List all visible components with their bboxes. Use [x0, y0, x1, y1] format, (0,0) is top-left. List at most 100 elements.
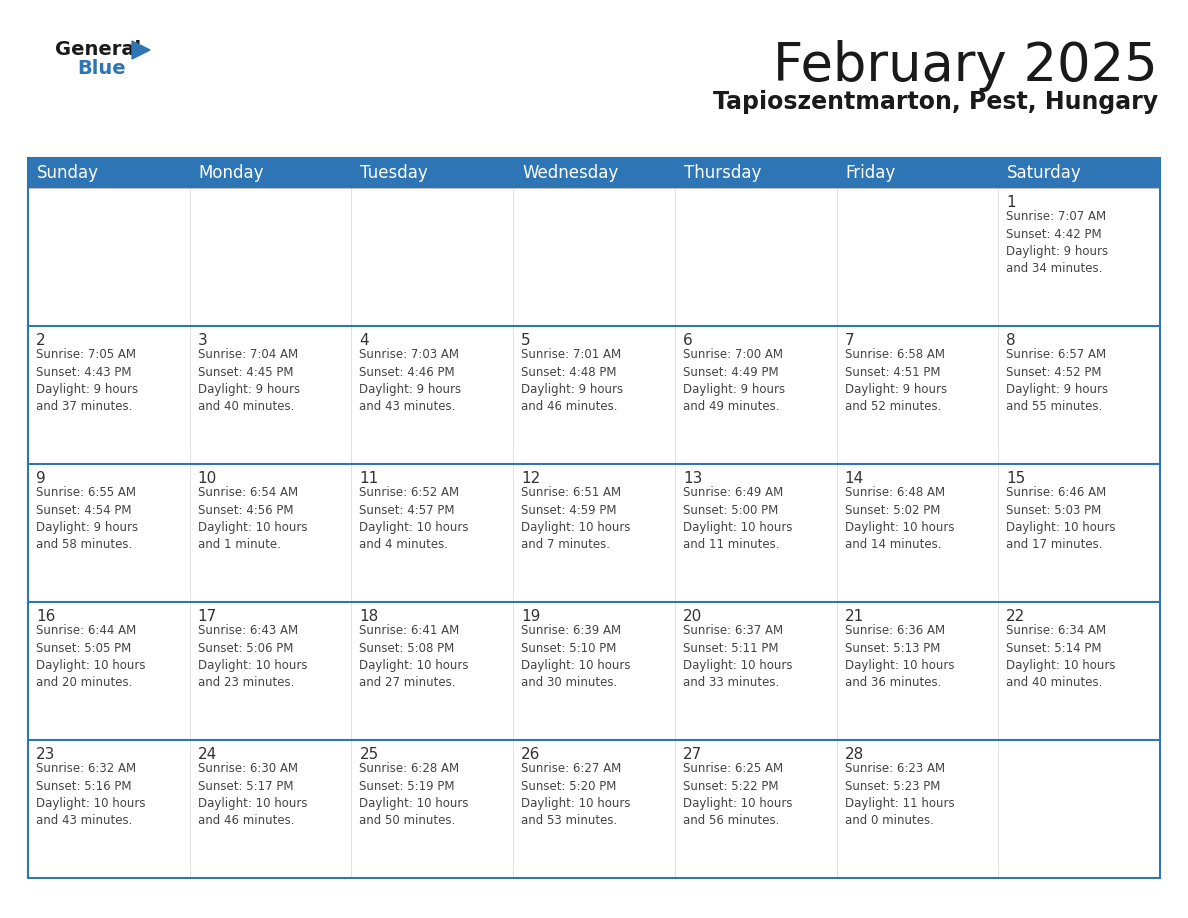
Bar: [29, 464, 190, 602]
Text: 24: 24: [197, 747, 217, 762]
Bar: [998, 464, 1159, 602]
Text: 22: 22: [1006, 609, 1025, 624]
Text: 28: 28: [845, 747, 864, 762]
Bar: [29, 602, 190, 740]
Bar: [513, 188, 675, 326]
Text: 26: 26: [522, 747, 541, 762]
Bar: [29, 740, 190, 878]
Text: Sunrise: 6:51 AM
Sunset: 4:59 PM
Daylight: 10 hours
and 7 minutes.: Sunrise: 6:51 AM Sunset: 4:59 PM Dayligh…: [522, 486, 631, 552]
Bar: [29, 326, 190, 464]
Bar: [836, 188, 998, 326]
Text: Sunrise: 6:43 AM
Sunset: 5:06 PM
Daylight: 10 hours
and 23 minutes.: Sunrise: 6:43 AM Sunset: 5:06 PM Dayligh…: [197, 624, 308, 689]
Text: Sunrise: 7:00 AM
Sunset: 4:49 PM
Daylight: 9 hours
and 49 minutes.: Sunrise: 7:00 AM Sunset: 4:49 PM Dayligh…: [683, 348, 785, 413]
Bar: [836, 602, 998, 740]
Text: Sunrise: 6:32 AM
Sunset: 5:16 PM
Daylight: 10 hours
and 43 minutes.: Sunrise: 6:32 AM Sunset: 5:16 PM Dayligh…: [36, 762, 145, 827]
Text: Sunrise: 6:28 AM
Sunset: 5:19 PM
Daylight: 10 hours
and 50 minutes.: Sunrise: 6:28 AM Sunset: 5:19 PM Dayligh…: [360, 762, 469, 827]
Bar: [836, 464, 998, 602]
Text: Sunrise: 6:34 AM
Sunset: 5:14 PM
Daylight: 10 hours
and 40 minutes.: Sunrise: 6:34 AM Sunset: 5:14 PM Dayligh…: [1006, 624, 1116, 689]
Text: Sunrise: 6:25 AM
Sunset: 5:22 PM
Daylight: 10 hours
and 56 minutes.: Sunrise: 6:25 AM Sunset: 5:22 PM Dayligh…: [683, 762, 792, 827]
Bar: [190, 188, 352, 326]
Text: Sunrise: 7:05 AM
Sunset: 4:43 PM
Daylight: 9 hours
and 37 minutes.: Sunrise: 7:05 AM Sunset: 4:43 PM Dayligh…: [36, 348, 138, 413]
Polygon shape: [132, 41, 150, 59]
Text: 9: 9: [36, 471, 46, 486]
Text: 18: 18: [360, 609, 379, 624]
Text: Sunrise: 6:54 AM
Sunset: 4:56 PM
Daylight: 10 hours
and 1 minute.: Sunrise: 6:54 AM Sunset: 4:56 PM Dayligh…: [197, 486, 308, 552]
Text: Saturday: Saturday: [1007, 164, 1082, 182]
Text: General: General: [55, 40, 141, 59]
Text: Sunrise: 6:27 AM
Sunset: 5:20 PM
Daylight: 10 hours
and 53 minutes.: Sunrise: 6:27 AM Sunset: 5:20 PM Dayligh…: [522, 762, 631, 827]
Text: 10: 10: [197, 471, 217, 486]
Bar: [190, 326, 352, 464]
Text: Tapioszentmarton, Pest, Hungary: Tapioszentmarton, Pest, Hungary: [713, 90, 1158, 114]
Bar: [675, 326, 836, 464]
Text: 14: 14: [845, 471, 864, 486]
Bar: [675, 602, 836, 740]
Bar: [29, 188, 190, 326]
Text: Sunday: Sunday: [37, 164, 99, 182]
Bar: [352, 464, 513, 602]
Text: Sunrise: 6:49 AM
Sunset: 5:00 PM
Daylight: 10 hours
and 11 minutes.: Sunrise: 6:49 AM Sunset: 5:00 PM Dayligh…: [683, 486, 792, 552]
Bar: [29, 158, 1159, 188]
Bar: [513, 464, 675, 602]
Text: Sunrise: 6:41 AM
Sunset: 5:08 PM
Daylight: 10 hours
and 27 minutes.: Sunrise: 6:41 AM Sunset: 5:08 PM Dayligh…: [360, 624, 469, 689]
Bar: [513, 602, 675, 740]
Text: 2: 2: [36, 333, 45, 348]
Text: Sunrise: 6:46 AM
Sunset: 5:03 PM
Daylight: 10 hours
and 17 minutes.: Sunrise: 6:46 AM Sunset: 5:03 PM Dayligh…: [1006, 486, 1116, 552]
Bar: [836, 740, 998, 878]
Text: Sunrise: 6:37 AM
Sunset: 5:11 PM
Daylight: 10 hours
and 33 minutes.: Sunrise: 6:37 AM Sunset: 5:11 PM Dayligh…: [683, 624, 792, 689]
Text: Sunrise: 6:30 AM
Sunset: 5:17 PM
Daylight: 10 hours
and 46 minutes.: Sunrise: 6:30 AM Sunset: 5:17 PM Dayligh…: [197, 762, 308, 827]
Text: 27: 27: [683, 747, 702, 762]
Text: 4: 4: [360, 333, 369, 348]
Text: 6: 6: [683, 333, 693, 348]
Bar: [836, 326, 998, 464]
Bar: [998, 740, 1159, 878]
Text: 3: 3: [197, 333, 208, 348]
Text: Sunrise: 6:44 AM
Sunset: 5:05 PM
Daylight: 10 hours
and 20 minutes.: Sunrise: 6:44 AM Sunset: 5:05 PM Dayligh…: [36, 624, 145, 689]
Text: 17: 17: [197, 609, 217, 624]
Text: 21: 21: [845, 609, 864, 624]
Bar: [675, 464, 836, 602]
Text: 25: 25: [360, 747, 379, 762]
Text: Sunrise: 6:48 AM
Sunset: 5:02 PM
Daylight: 10 hours
and 14 minutes.: Sunrise: 6:48 AM Sunset: 5:02 PM Dayligh…: [845, 486, 954, 552]
Text: Friday: Friday: [846, 164, 896, 182]
Bar: [190, 740, 352, 878]
Text: Sunrise: 6:57 AM
Sunset: 4:52 PM
Daylight: 9 hours
and 55 minutes.: Sunrise: 6:57 AM Sunset: 4:52 PM Dayligh…: [1006, 348, 1108, 413]
Bar: [352, 188, 513, 326]
Bar: [29, 158, 1159, 878]
Text: Sunrise: 6:58 AM
Sunset: 4:51 PM
Daylight: 9 hours
and 52 minutes.: Sunrise: 6:58 AM Sunset: 4:51 PM Dayligh…: [845, 348, 947, 413]
Bar: [998, 602, 1159, 740]
Bar: [998, 188, 1159, 326]
Text: Sunrise: 6:52 AM
Sunset: 4:57 PM
Daylight: 10 hours
and 4 minutes.: Sunrise: 6:52 AM Sunset: 4:57 PM Dayligh…: [360, 486, 469, 552]
Text: 12: 12: [522, 471, 541, 486]
Bar: [190, 464, 352, 602]
Text: Sunrise: 7:04 AM
Sunset: 4:45 PM
Daylight: 9 hours
and 40 minutes.: Sunrise: 7:04 AM Sunset: 4:45 PM Dayligh…: [197, 348, 299, 413]
Text: Sunrise: 7:07 AM
Sunset: 4:42 PM
Daylight: 9 hours
and 34 minutes.: Sunrise: 7:07 AM Sunset: 4:42 PM Dayligh…: [1006, 210, 1108, 275]
Bar: [675, 740, 836, 878]
Text: Sunrise: 6:36 AM
Sunset: 5:13 PM
Daylight: 10 hours
and 36 minutes.: Sunrise: 6:36 AM Sunset: 5:13 PM Dayligh…: [845, 624, 954, 689]
Text: Blue: Blue: [77, 59, 126, 78]
Bar: [352, 602, 513, 740]
Bar: [675, 188, 836, 326]
Text: Sunrise: 6:55 AM
Sunset: 4:54 PM
Daylight: 9 hours
and 58 minutes.: Sunrise: 6:55 AM Sunset: 4:54 PM Dayligh…: [36, 486, 138, 552]
Bar: [513, 326, 675, 464]
Text: Wednesday: Wednesday: [523, 164, 619, 182]
Text: 11: 11: [360, 471, 379, 486]
Text: Sunrise: 6:39 AM
Sunset: 5:10 PM
Daylight: 10 hours
and 30 minutes.: Sunrise: 6:39 AM Sunset: 5:10 PM Dayligh…: [522, 624, 631, 689]
Text: Sunrise: 7:01 AM
Sunset: 4:48 PM
Daylight: 9 hours
and 46 minutes.: Sunrise: 7:01 AM Sunset: 4:48 PM Dayligh…: [522, 348, 624, 413]
Text: Tuesday: Tuesday: [360, 164, 428, 182]
Text: 1: 1: [1006, 195, 1016, 210]
Text: Monday: Monday: [198, 164, 264, 182]
Text: 8: 8: [1006, 333, 1016, 348]
Bar: [190, 602, 352, 740]
Text: 23: 23: [36, 747, 56, 762]
Text: 15: 15: [1006, 471, 1025, 486]
Bar: [998, 326, 1159, 464]
Text: February 2025: February 2025: [773, 40, 1158, 92]
Text: 5: 5: [522, 333, 531, 348]
Text: 7: 7: [845, 333, 854, 348]
Text: Sunrise: 7:03 AM
Sunset: 4:46 PM
Daylight: 9 hours
and 43 minutes.: Sunrise: 7:03 AM Sunset: 4:46 PM Dayligh…: [360, 348, 462, 413]
Text: 16: 16: [36, 609, 56, 624]
Text: 20: 20: [683, 609, 702, 624]
Text: Sunrise: 6:23 AM
Sunset: 5:23 PM
Daylight: 11 hours
and 0 minutes.: Sunrise: 6:23 AM Sunset: 5:23 PM Dayligh…: [845, 762, 954, 827]
Bar: [513, 740, 675, 878]
